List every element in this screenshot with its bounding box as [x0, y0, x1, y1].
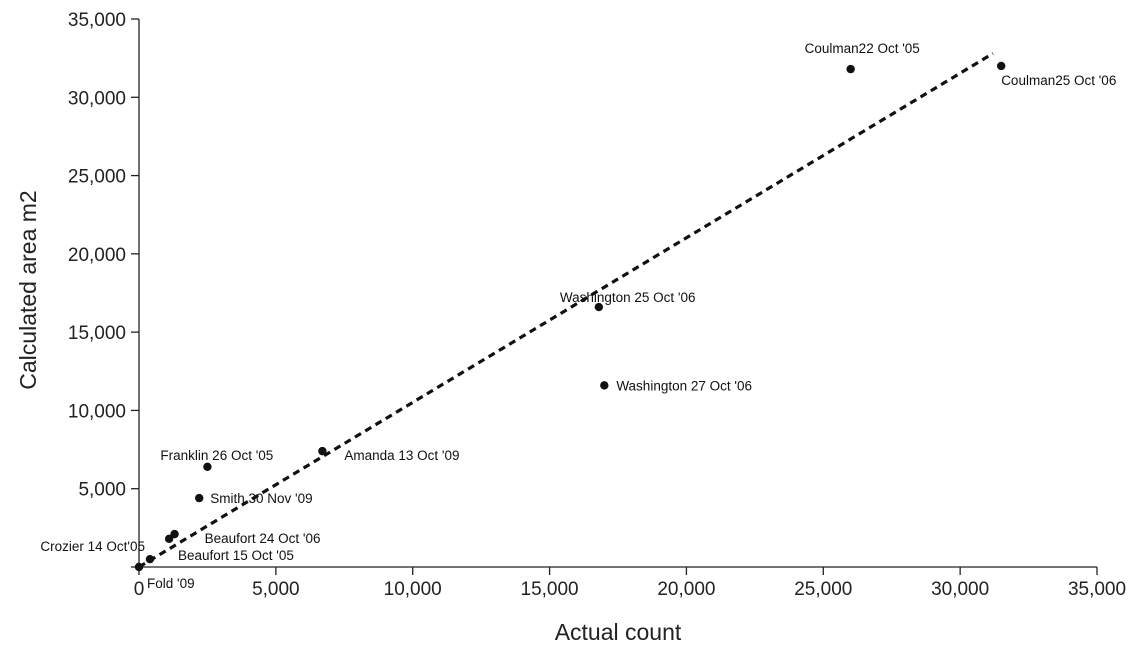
- point-label: Coulman25 Oct '06: [1001, 73, 1116, 88]
- point-label: Smith 30 Nov '09: [210, 491, 312, 506]
- point-label: Beaufort 15 Oct '05: [178, 548, 294, 563]
- data-point: [195, 493, 204, 503]
- point-label: Crozier 14 Oct'05: [40, 539, 145, 554]
- point-labels: Coulman22 Oct '05 Coulman25 Oct '06 Washin…: [40, 41, 1116, 591]
- y-tick-label: 25,000: [68, 167, 126, 188]
- x-tick-label: 10,000: [384, 579, 442, 600]
- x-axis-title: Actual count: [555, 619, 682, 645]
- data-point: [594, 302, 604, 312]
- data-point: [145, 554, 155, 564]
- point-label: Amanda 13 Oct '09: [344, 448, 459, 463]
- axes: [138, 19, 1097, 568]
- x-ticks: 0 5,000 10,000 15,000 20,000 25,000 30,000 35,0…: [134, 567, 1126, 600]
- data-points: [134, 61, 1006, 572]
- data-point: [170, 529, 179, 539]
- data-point: [318, 446, 327, 456]
- y-tick-label: 35,000: [68, 10, 126, 31]
- y-tick-label: 15,000: [68, 323, 126, 344]
- x-tick-label: 0: [134, 579, 145, 600]
- y-tick-label: 30,000: [68, 88, 126, 109]
- data-point: [134, 562, 144, 572]
- x-tick-label: 25,000: [794, 579, 852, 600]
- y-tick-label: 20,000: [68, 245, 126, 266]
- x-tick-label: 30,000: [931, 579, 989, 600]
- data-point: [203, 462, 212, 471]
- trendline: [138, 52, 994, 569]
- x-tick-label: 35,000: [1068, 579, 1126, 600]
- x-tick-label: 15,000: [521, 579, 579, 600]
- data-point: [164, 534, 174, 544]
- data-point: [600, 381, 609, 390]
- point-label: Franklin 26 Oct '05: [160, 448, 273, 463]
- y-axis-title: Calculated area m2: [15, 190, 41, 389]
- y-tick-label: 10,000: [68, 401, 126, 422]
- y-tick-label: 5,000: [78, 480, 126, 501]
- y-ticks: 5,000 10,000 15,000 20,000 25,000 30,000 35,00…: [68, 10, 139, 568]
- data-point: [846, 64, 855, 74]
- point-label: Washington 27 Oct '06: [616, 378, 752, 393]
- data-point: [997, 61, 1006, 71]
- point-label: Washington 25 Oct '06: [560, 290, 696, 305]
- point-label: Beaufort 24 Oct '06: [205, 531, 321, 546]
- point-label: Fold '09: [147, 576, 195, 591]
- x-tick-label: 20,000: [657, 579, 715, 600]
- x-tick-label: 5,000: [252, 579, 300, 600]
- point-label: Coulman22 Oct '05: [805, 41, 920, 56]
